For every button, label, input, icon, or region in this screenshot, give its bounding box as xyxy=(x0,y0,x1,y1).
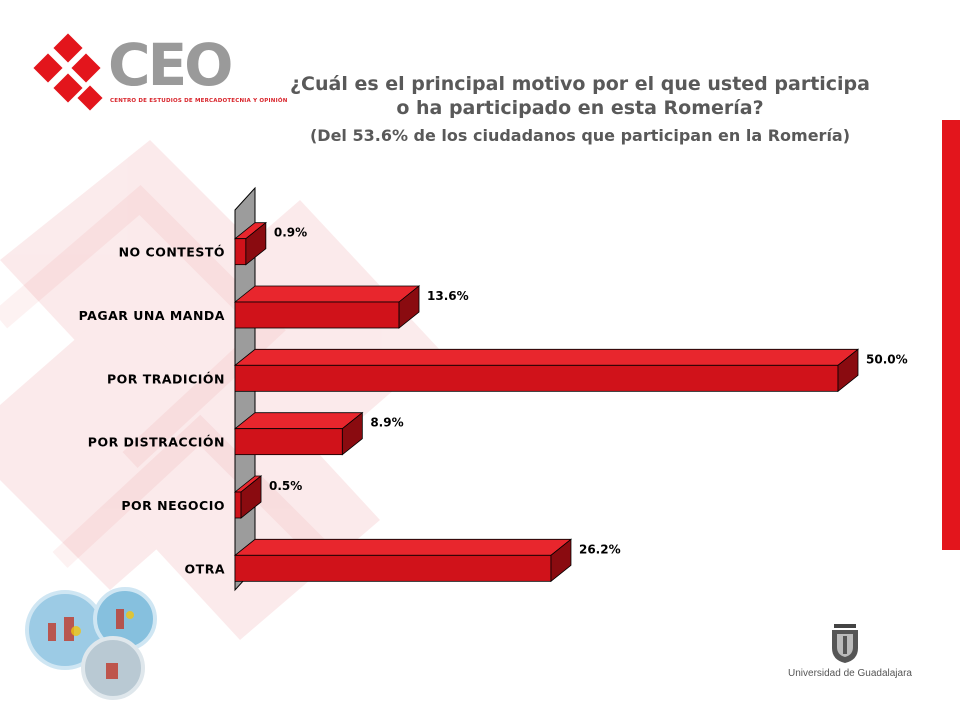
title-block: ¿Cuál es el principal motivo por el que … xyxy=(250,72,910,148)
data-label: 8.9% xyxy=(370,416,403,430)
bar xyxy=(233,221,267,266)
category-label: NO CONTESTÓ xyxy=(119,245,225,260)
bar xyxy=(233,411,364,456)
category-label: POR TRADICIÓN xyxy=(107,371,225,386)
data-label: 26.2% xyxy=(579,542,621,556)
bar-side-face xyxy=(245,221,267,266)
bar-front-face xyxy=(234,364,839,392)
bar xyxy=(233,348,860,393)
bar-front-face xyxy=(234,301,400,329)
data-label: 0.9% xyxy=(274,226,307,240)
bar-top-face xyxy=(233,348,860,366)
bar-front-face xyxy=(234,238,247,266)
ceo-logo-icon xyxy=(30,30,106,114)
category-label: POR NEGOCIO xyxy=(121,498,225,513)
title-line-1: ¿Cuál es el principal motivo por el que … xyxy=(290,73,870,95)
data-label: 50.0% xyxy=(866,352,908,366)
category-label: OTRA xyxy=(185,561,225,576)
bar-side-face xyxy=(550,538,572,583)
bar xyxy=(233,538,573,583)
bar-front-face xyxy=(234,428,343,456)
photo-collage xyxy=(25,587,157,700)
chart-subtitle: (Del 53.6% de los ciudadanos que partici… xyxy=(309,126,851,145)
title-line-2: o ha participado en esta Romería? xyxy=(396,97,764,119)
category-label: POR DISTRACCIÓN xyxy=(88,435,225,450)
udg-shield-icon xyxy=(832,624,858,663)
data-label: 13.6% xyxy=(427,289,469,303)
bar-side-face xyxy=(341,411,363,456)
ceo-logo: CEO CENTRO DE ESTUDIOS DE MERCADOTECNIA … xyxy=(28,30,287,120)
bar-top-face xyxy=(233,412,364,430)
bar-front-face xyxy=(234,491,242,519)
university-name: Universidad de Guadalajara xyxy=(788,668,912,679)
bar-front-face xyxy=(234,554,552,582)
logo-wordmark: CEO xyxy=(108,31,233,99)
bar-side-face xyxy=(837,348,859,393)
bar xyxy=(233,475,263,519)
logo-subtitle: CENTRO DE ESTUDIOS DE MERCADOTECNIA Y OP… xyxy=(110,98,288,104)
bar xyxy=(233,285,421,329)
data-label: 0.5% xyxy=(269,479,302,493)
bar-top-face xyxy=(233,538,573,556)
category-label: PAGAR UNA MANDA xyxy=(79,308,225,323)
bar-side-face xyxy=(398,285,420,329)
accent-bar xyxy=(942,120,960,550)
bar-side-face xyxy=(240,475,262,519)
bar-top-face xyxy=(233,285,421,303)
